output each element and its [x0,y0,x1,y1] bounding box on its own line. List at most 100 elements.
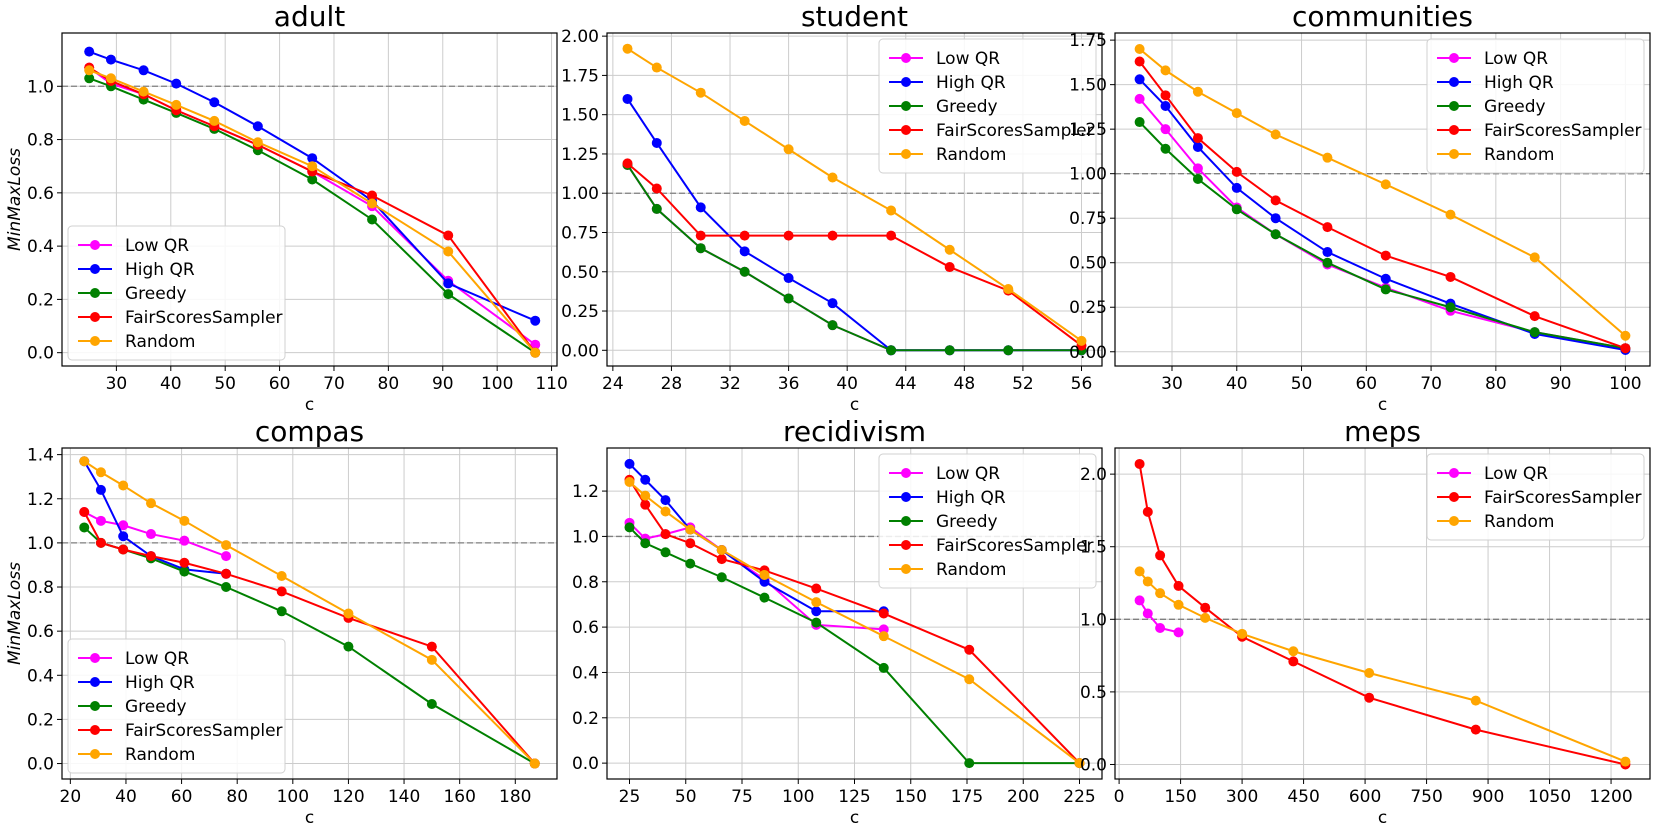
legend-frame [1426,38,1645,174]
y-tick-label: 1.0 [1080,610,1107,630]
y-tick-label: 0.4 [27,237,54,257]
data-point-greedy [367,214,378,225]
legend-label: Greedy [936,97,998,117]
x-tick-label: 75 [731,787,753,807]
data-point-random [179,515,190,526]
x-tick-label: 100 [782,787,814,807]
legend: Low QR High QR Greedy FairScoresSampler Rand… [67,225,286,361]
x-tick-label: 30 [106,374,128,394]
legend-frame [1426,453,1645,541]
data-point-low-qr [1142,608,1153,619]
data-point-random [1620,756,1631,767]
series-line-fairscoressampler [628,479,1081,764]
data-point-random [811,597,822,608]
series-line-greedy [626,164,1082,352]
y-tick-label: 0.6 [27,184,54,204]
x-axis-label: c [850,395,859,415]
x-tick-label: 180 [499,787,531,807]
data-point-greedy [964,758,975,769]
data-point-fairscoressampler [1160,90,1171,101]
chart-meps: 0 150 300 450 600 750 900 1050 1200 0.0 0.5 1.0 1.5 2… [1080,415,1651,828]
chart-adult: 30 40 50 60 70 80 90 100 110 0.0 0.2 0.4 0.6 0.8 1.0 ad… [5,0,568,415]
x-axis-label: c [1378,808,1387,828]
data-point-greedy [886,345,897,356]
x-axis-label: c [305,395,314,415]
series-random [1134,44,1631,341]
x-tick-label: 25 [619,787,641,807]
data-point-high-qr [1270,213,1281,224]
chart-title: meps [1344,415,1421,448]
chart-recidivism: 25 50 75 100 125 150 175 200 225 0.0 0.2 0.4 0.6 0.8 1… [572,415,1103,828]
series-line-fairscoressampler [1138,60,1626,350]
data-point-fairscoressampler [1288,656,1299,667]
y-tick-label: 0.6 [27,622,54,642]
data-point-random [1160,65,1171,76]
data-point-random [529,758,540,769]
y-tick-label: 1.50 [1069,76,1107,96]
data-point-random [640,490,651,501]
data-point-random [367,198,378,209]
x-tick-label: 450 [1287,787,1319,807]
legend-marker-greedy [90,288,100,298]
y-tick-label: 2.0 [1080,465,1107,485]
y-axis-label: MinMaxLoss [5,148,25,251]
series-line-random [1138,570,1626,763]
data-point-greedy [878,662,889,673]
legend-label: Low QR [1484,49,1548,69]
data-point-greedy [739,266,750,277]
data-point-high-qr [622,93,633,104]
data-point-low-qr [95,515,106,526]
legend-marker-low-qr [901,53,911,63]
legend-marker-low-qr [1449,53,1459,63]
legend: Low QR High QR Greedy FairScoresSampler Rand… [878,453,1097,589]
data-point-greedy [944,345,955,356]
legend-label: FairScoresSampler [936,121,1094,141]
data-point-random [530,347,541,358]
y-tick-label: 1.25 [561,145,599,165]
data-point-fairscoressampler [1470,724,1481,735]
series-line-random [626,47,1083,342]
data-point-random [660,506,671,517]
data-point-low-qr [1134,595,1145,606]
data-point-high-qr [95,484,106,495]
data-point-fairscoressampler [1155,550,1166,561]
legend-marker-fairscoressampler [90,312,100,322]
data-point-fairscoressampler [886,230,897,241]
legend-marker-random [901,564,911,574]
y-tick-label: 0.0 [27,755,54,775]
data-point-random [1237,628,1248,639]
x-tick-label: 125 [838,787,870,807]
legend-label: High QR [936,488,1006,508]
legend: Low QR High QR Greedy FairScoresSampler Rand… [1426,38,1645,174]
data-point-high-qr [252,121,263,132]
x-tick-label: 50 [214,374,236,394]
legend-marker-high-qr [1449,77,1459,87]
series-line-greedy [1138,121,1626,350]
legend-label: Greedy [125,697,187,717]
series-line-fairscoressampler [88,66,537,354]
x-tick-label: 90 [432,374,454,394]
x-tick-label: 30 [1161,374,1183,394]
x-tick-label: 40 [836,374,858,394]
legend-marker-low-qr [90,240,100,250]
x-tick-label: 40 [115,787,137,807]
series-line-greedy [628,526,1080,765]
chart-title: student [801,0,908,33]
x-tick-label: 600 [1349,787,1381,807]
data-point-low-qr [1160,124,1171,135]
data-point-fairscoressampler [1445,271,1456,282]
data-point-greedy [685,558,696,569]
data-point-fairscoressampler [640,499,651,510]
data-point-fairscoressampler [1270,195,1281,206]
data-point-greedy [1134,117,1145,128]
data-point-greedy [221,582,232,593]
data-point-random [1173,599,1184,610]
x-tick-label: 40 [1226,374,1248,394]
data-point-high-qr [811,606,822,617]
data-point-fairscoressampler [1134,458,1145,469]
x-axis-label: c [305,808,314,828]
y-tick-label: 1.5 [1080,538,1107,558]
data-point-random [252,137,263,148]
series-line-random [88,69,537,354]
series-random [624,477,1085,769]
